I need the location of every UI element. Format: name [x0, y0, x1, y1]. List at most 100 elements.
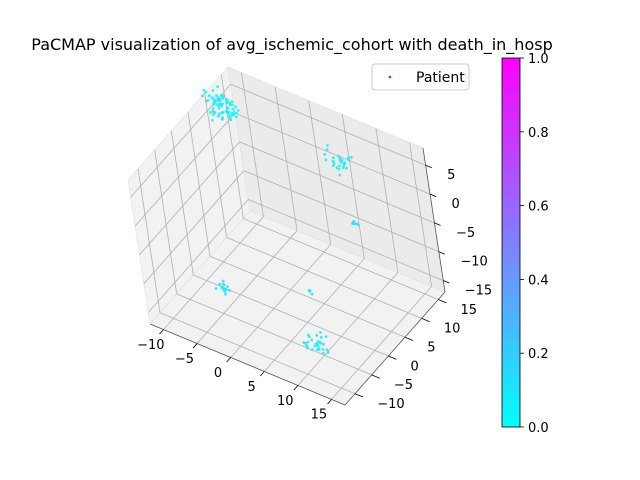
grid-line — [234, 112, 431, 195]
data-point — [341, 166, 345, 170]
colorbar-tick-label: 0.2 — [528, 347, 549, 362]
axes-edges — [149, 147, 446, 406]
grid-line — [163, 216, 264, 330]
y-tick — [388, 355, 397, 360]
colorbar: 0.0 0.2 0.4 0.6 0.8 1.0 — [501, 52, 549, 436]
data-point — [331, 156, 335, 160]
colorbar-tick-label: 0.0 — [528, 421, 549, 436]
data-point — [313, 344, 317, 348]
data-point — [337, 164, 341, 168]
grid-line — [196, 230, 298, 344]
data-point — [213, 111, 217, 114]
grid-line — [243, 218, 439, 300]
data-point — [230, 103, 234, 107]
x-tick — [260, 371, 265, 377]
data-point — [220, 104, 224, 108]
grid-line — [230, 83, 426, 166]
data-point — [315, 333, 319, 337]
data-point — [216, 85, 220, 89]
data-point — [227, 112, 231, 115]
data-point — [228, 289, 231, 292]
grid-line — [308, 100, 332, 245]
data-point — [213, 99, 217, 103]
data-point — [307, 333, 310, 337]
data-point — [221, 279, 225, 283]
z-tick — [434, 222, 441, 226]
x-tick — [159, 329, 164, 335]
z-tick-label: −15 — [465, 283, 492, 298]
z-axis: −15 −10 −5 0 5 — [425, 164, 492, 298]
data-point — [228, 101, 232, 105]
data-point — [317, 347, 321, 351]
scatter-points — [201, 85, 360, 355]
data-point — [326, 144, 329, 147]
x-tick-label: −10 — [137, 338, 164, 353]
data-point — [225, 106, 229, 110]
data-point — [204, 90, 208, 94]
y-tick — [371, 374, 380, 379]
data-point — [229, 118, 233, 122]
colorbar-tick-label: 0.4 — [528, 273, 549, 288]
legend-box — [371, 63, 470, 91]
data-point — [221, 97, 225, 100]
data-point — [212, 102, 216, 106]
data-point — [210, 118, 214, 122]
data-point — [222, 287, 226, 290]
data-point — [340, 158, 344, 162]
x-tick-label: 5 — [248, 380, 256, 395]
data-point — [211, 89, 215, 92]
data-point — [322, 342, 325, 346]
data-point — [225, 97, 228, 101]
colorbar-tick-label: 0.8 — [528, 126, 549, 141]
data-point — [306, 346, 309, 350]
data-point — [306, 340, 310, 344]
data-point — [225, 101, 229, 105]
grid-line — [170, 130, 194, 276]
grid-line — [375, 128, 399, 273]
x-tick-label: 15 — [311, 408, 328, 423]
grid-line — [139, 141, 240, 256]
data-point — [221, 118, 224, 121]
data-point — [235, 111, 238, 115]
data-point — [218, 282, 222, 286]
x-tick — [192, 343, 198, 349]
data-point — [345, 166, 348, 170]
data-point — [231, 107, 235, 111]
legend-label: Patient — [416, 70, 465, 86]
x-tick — [293, 385, 299, 391]
y-tick — [404, 336, 414, 341]
data-point — [352, 220, 356, 223]
data-point — [217, 104, 221, 108]
grid-line — [159, 312, 356, 395]
grid-line — [137, 168, 161, 313]
data-point — [325, 348, 329, 352]
data-point — [316, 345, 320, 348]
grid-line — [187, 112, 211, 257]
y-tick-label: 15 — [461, 303, 478, 318]
data-point — [332, 161, 336, 165]
grid-line — [331, 286, 432, 400]
data-point — [324, 158, 328, 162]
data-point — [210, 96, 214, 100]
grid-line — [209, 255, 406, 338]
data-point — [326, 351, 330, 354]
data-point — [343, 161, 346, 165]
data-point — [337, 167, 341, 171]
data-point — [215, 94, 218, 97]
y-tick — [438, 299, 447, 304]
grid-line — [409, 142, 432, 287]
y-tick-label: −5 — [394, 378, 413, 393]
grid-line — [274, 86, 298, 231]
y-tick-label: −10 — [377, 397, 404, 412]
data-point — [222, 94, 225, 98]
grid-line — [341, 114, 365, 259]
x-tick-label: −5 — [175, 352, 194, 367]
colorbar-tick-label: 1.0 — [528, 52, 549, 67]
grid-line — [226, 236, 422, 319]
y-tick-label: 10 — [444, 322, 461, 337]
x-axis: −10 −5 0 5 10 15 — [137, 329, 332, 423]
data-point — [318, 331, 322, 334]
x-tick — [327, 399, 332, 405]
